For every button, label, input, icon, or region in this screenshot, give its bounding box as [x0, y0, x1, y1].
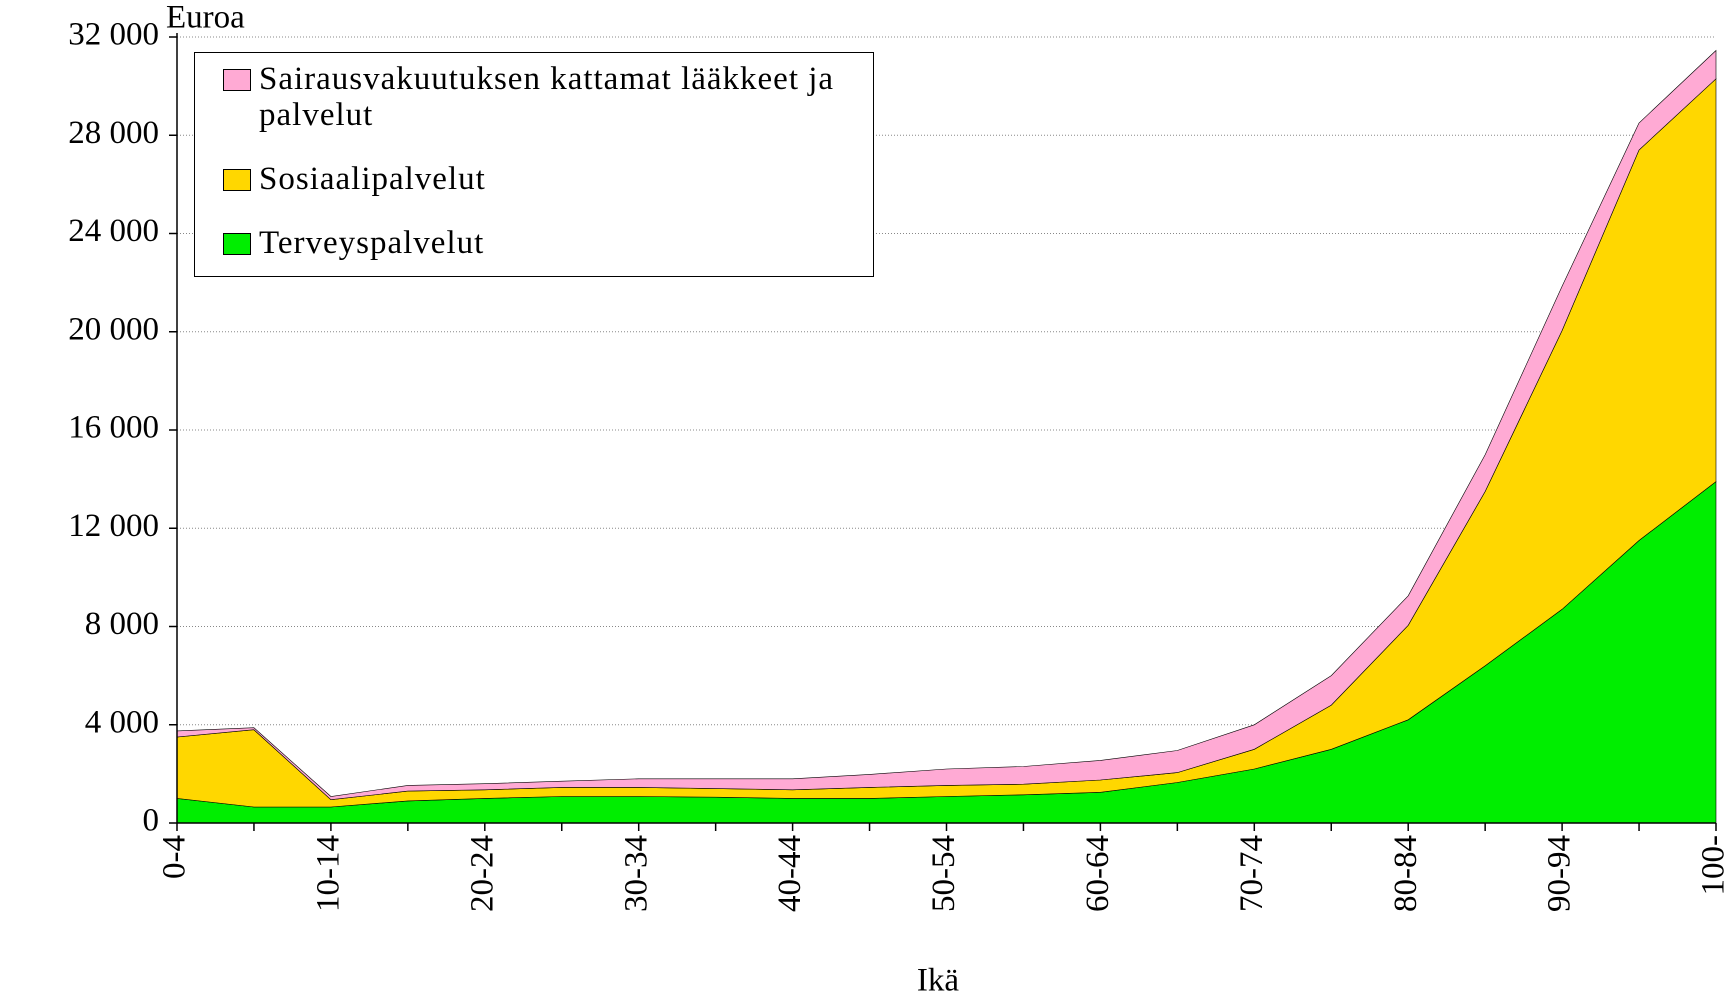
y-axis-label: Euroa — [166, 0, 245, 36]
legend-swatch — [223, 69, 251, 91]
area — [176, 49, 1717, 801]
legend-swatch — [223, 169, 251, 191]
x-tick-label: 60-64 — [1080, 835, 1116, 912]
x-tick-label: 10-14 — [310, 835, 346, 912]
y-tick-label: 20 000 — [68, 311, 159, 347]
legend-entry: Sosiaalipalvelut — [223, 161, 863, 197]
x-tick-label: 90-94 — [1542, 835, 1578, 912]
y-tick-label: 0 — [143, 803, 160, 839]
x-tick-label: 30-34 — [618, 835, 654, 912]
legend: Sairausvakuutuksen kattamat lääkkeet ja … — [194, 52, 874, 277]
legend-label: Sosiaalipalvelut — [259, 161, 486, 197]
y-tick-label: 28 000 — [68, 115, 159, 151]
x-axis-label: Ikä — [917, 963, 959, 999]
y-tick-label: 32 000 — [68, 17, 159, 53]
x-tick-label: 50-54 — [926, 835, 962, 912]
legend-swatch — [223, 233, 251, 255]
x-tick-label: 20-24 — [464, 835, 500, 912]
x-tick-label: 0-4 — [157, 835, 193, 879]
x-tick-label: 100- — [1696, 835, 1732, 896]
y-tick-label: 16 000 — [68, 410, 159, 446]
y-tick-label: 12 000 — [68, 508, 159, 544]
legend-label: Terveyspalvelut — [259, 225, 485, 261]
y-tick-label: 4 000 — [85, 704, 159, 740]
x-tick-label: 70-74 — [1234, 835, 1270, 912]
legend-entry: Terveyspalvelut — [223, 225, 863, 261]
legend-entry: Sairausvakuutuksen kattamat lääkkeet ja … — [223, 61, 863, 133]
legend-label: Sairausvakuutuksen kattamat lääkkeet ja … — [259, 61, 835, 133]
x-tick-label: 80-84 — [1388, 835, 1424, 912]
y-tick-label: 24 000 — [68, 213, 159, 249]
y-tick-label: 8 000 — [85, 606, 159, 642]
x-tick-label: 40-44 — [772, 835, 808, 912]
